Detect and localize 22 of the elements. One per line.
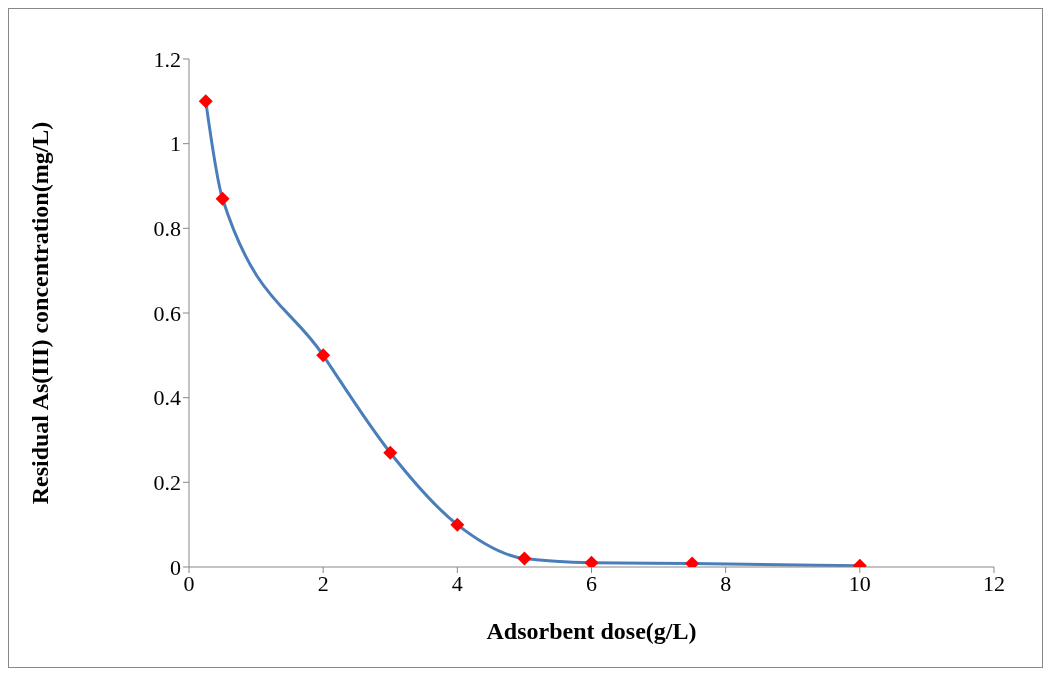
x-tick-label: 6 bbox=[586, 570, 597, 596]
point bbox=[215, 191, 230, 206]
point bbox=[316, 348, 331, 363]
y-tick-label: 0 bbox=[170, 554, 181, 580]
y-tick-label: 0.2 bbox=[153, 470, 181, 496]
point bbox=[198, 94, 213, 109]
y-tick-label: 0.6 bbox=[153, 300, 181, 326]
x-axis-title: Adsorbent dose(g/L) bbox=[486, 618, 697, 644]
y-tick-label: 0.4 bbox=[153, 385, 181, 411]
y-axis-title: Residual As(III) concentration(mg/L) bbox=[26, 121, 53, 505]
x-tick-label: 10 bbox=[848, 570, 871, 596]
x-tick-label: 8 bbox=[720, 570, 732, 596]
point bbox=[450, 517, 465, 532]
y-tick-label: 1 bbox=[170, 131, 181, 157]
x-tick-label: 2 bbox=[317, 570, 329, 596]
y-tick-label: 0.8 bbox=[153, 216, 181, 242]
point bbox=[517, 551, 532, 566]
x-tick-label: 12 bbox=[983, 570, 1005, 596]
y-tick-label: 1.2 bbox=[153, 46, 181, 72]
x-tick-label: 4 bbox=[451, 570, 463, 596]
point bbox=[383, 445, 398, 460]
point bbox=[584, 555, 599, 567]
